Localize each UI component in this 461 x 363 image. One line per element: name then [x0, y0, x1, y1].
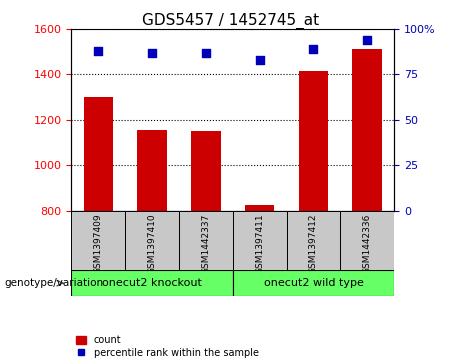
FancyBboxPatch shape [179, 211, 233, 270]
Bar [245, 205, 274, 211]
FancyBboxPatch shape [71, 270, 233, 296]
Bar [137, 130, 167, 211]
FancyBboxPatch shape [233, 270, 394, 296]
FancyBboxPatch shape [340, 211, 394, 270]
FancyBboxPatch shape [125, 211, 179, 270]
Legend: count, percentile rank within the sample: count, percentile rank within the sample [77, 335, 259, 358]
Point [364, 37, 371, 43]
Text: GDS5457 / 1452745_at: GDS5457 / 1452745_at [142, 13, 319, 29]
Text: onecut2 wild type: onecut2 wild type [264, 278, 363, 288]
Point [202, 50, 210, 56]
FancyBboxPatch shape [287, 211, 340, 270]
Bar [353, 49, 382, 211]
Text: GSM1397411: GSM1397411 [255, 213, 264, 274]
Text: GSM1397410: GSM1397410 [148, 213, 157, 274]
FancyBboxPatch shape [233, 211, 287, 270]
Text: genotype/variation: genotype/variation [5, 278, 104, 288]
Text: onecut2 knockout: onecut2 knockout [102, 278, 202, 288]
FancyBboxPatch shape [71, 211, 125, 270]
Bar [191, 131, 221, 211]
Text: GSM1442337: GSM1442337 [201, 213, 210, 274]
Bar [83, 97, 113, 211]
Point [148, 50, 156, 56]
Point [256, 57, 263, 63]
Text: GSM1397412: GSM1397412 [309, 213, 318, 274]
Point [95, 48, 102, 54]
Text: GSM1442336: GSM1442336 [363, 213, 372, 274]
Bar [299, 71, 328, 211]
Text: GSM1397409: GSM1397409 [94, 213, 103, 274]
Point [310, 46, 317, 52]
